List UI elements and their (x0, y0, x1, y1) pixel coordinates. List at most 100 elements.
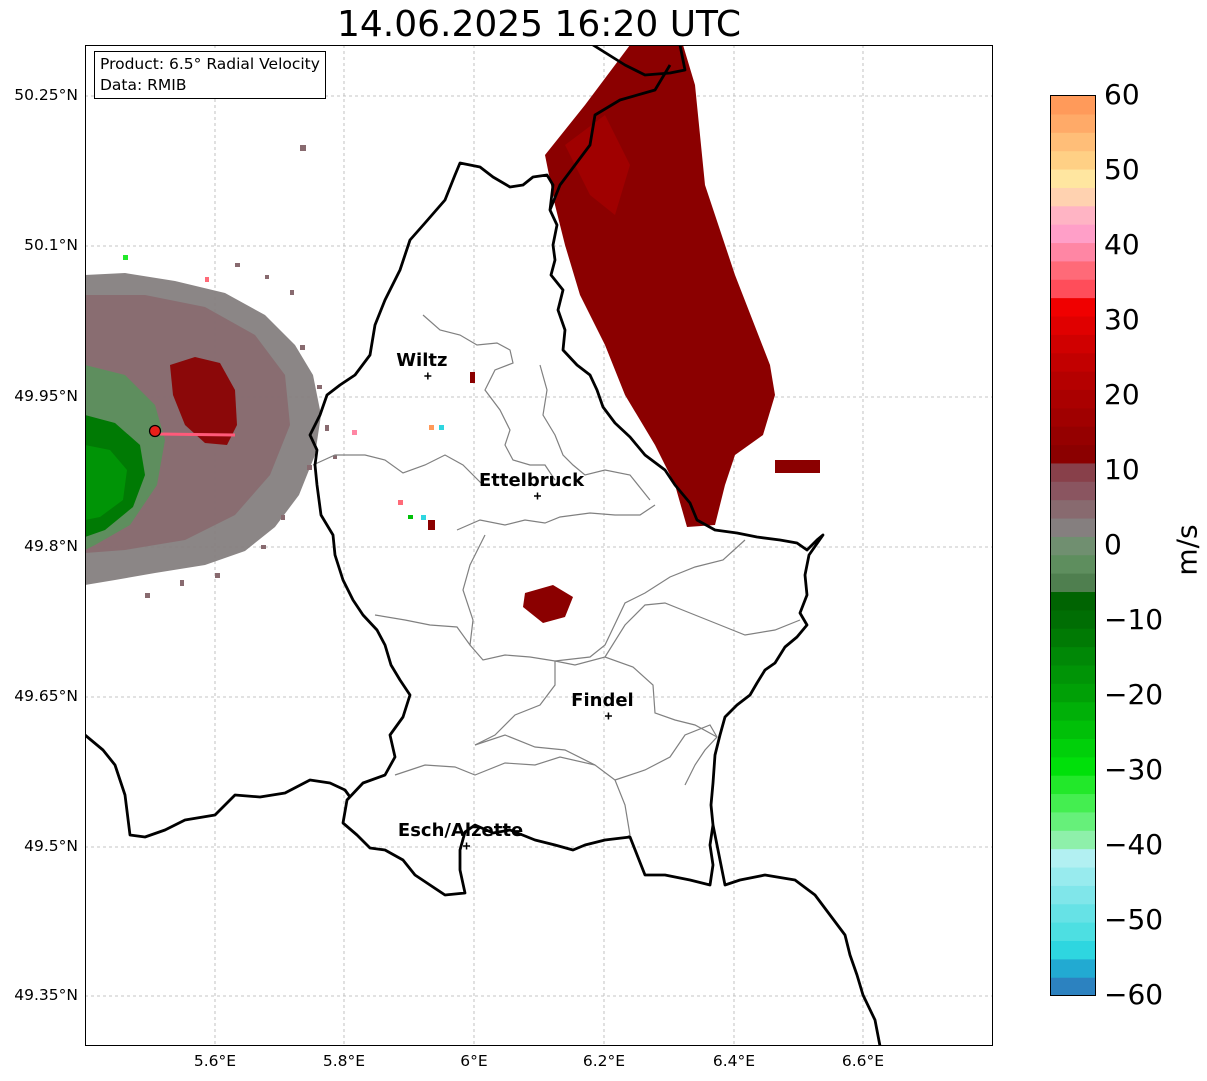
colorbar-swatch (1050, 922, 1096, 941)
colorbar-swatch (1050, 168, 1096, 188)
colorbar-swatch (1050, 536, 1096, 556)
national-borders (85, 45, 882, 1046)
colorbar-tick-label: 20 (1104, 378, 1140, 411)
colorbar-tick-label: 30 (1104, 303, 1140, 336)
colorbar-swatch (1050, 903, 1096, 923)
lon-tick-label: 5.6°E (193, 1052, 237, 1070)
colorbar-swatch (1050, 352, 1096, 372)
colorbar-swatch (1050, 462, 1096, 482)
colorbar-swatch (1050, 315, 1096, 335)
colorbar-swatch (1050, 848, 1096, 868)
colorbar-swatch (1050, 407, 1096, 427)
colorbar-tick-label: 60 (1104, 78, 1140, 111)
colorbar-swatch (1050, 664, 1096, 684)
city-label: Findel (571, 690, 634, 711)
lat-tick-label: 49.95°N (14, 387, 78, 405)
colorbar-swatch (1050, 591, 1096, 611)
city-label: Wiltz (396, 350, 447, 371)
echo-speckles (145, 145, 337, 598)
city-marker (463, 842, 471, 850)
radar-echo-west (85, 145, 475, 598)
echo-east-band (545, 45, 775, 527)
colorbar-swatch (1050, 279, 1096, 299)
lat-tick-label: 49.5°N (24, 837, 78, 855)
city-marker (534, 492, 541, 500)
colorbar-swatch (1050, 113, 1096, 133)
colorbar-swatch (1050, 756, 1096, 776)
city-marker (604, 712, 612, 720)
colorbar-swatch (1050, 150, 1096, 170)
border-france-south (85, 733, 352, 839)
echo-west-red-streak (156, 432, 236, 437)
colorbar-tick-label: −60 (1104, 978, 1164, 1011)
colorbar-swatch (1050, 811, 1096, 831)
city-marker (424, 372, 432, 380)
colorbar-tick-label: −30 (1104, 753, 1164, 786)
colorbar-swatch (1050, 646, 1096, 666)
map-title: 14.06.2025 16:20 UTC (336, 4, 742, 45)
echo-central-cell (523, 585, 573, 623)
colorbar-swatch (1050, 132, 1096, 152)
product-label: Product: 6.5° Radial Velocity (100, 55, 320, 73)
lat-tick-label: 50.25°N (14, 86, 78, 104)
colorbar-swatch (1050, 793, 1096, 813)
colorbar-tick-label: −20 (1104, 678, 1164, 711)
radar-map: Wiltz Ettelbruck Findel Esch/Alzette (85, 45, 993, 1046)
lat-tick-label: 50.1°N (24, 236, 78, 254)
lat-tick-label: 49.8°N (24, 537, 78, 555)
colorbar-swatch (1050, 260, 1096, 280)
colorbar-swatch (1050, 297, 1096, 317)
colorbar-swatch (1050, 371, 1096, 390)
lat-tick-label: 49.35°N (14, 986, 78, 1004)
colorbar-swatch (1050, 224, 1096, 244)
colorbar-tick-label: 0 (1104, 528, 1122, 561)
colorbar-swatch (1050, 958, 1096, 978)
echo-west-brightgreen (85, 445, 127, 520)
echo-west-darkred (170, 357, 237, 445)
colorbar-swatch (1050, 499, 1096, 519)
colorbar-swatch (1050, 517, 1096, 537)
colorbar-tick-label: −50 (1104, 903, 1164, 936)
border-germany-mid (548, 64, 672, 211)
lon-tick-label: 6.4°E (712, 1052, 756, 1070)
radar-site-marker (148, 424, 162, 438)
colorbar-swatch (1050, 242, 1096, 262)
colorbar-swatch (1050, 205, 1096, 225)
data-source-label: Data: RMIB (100, 76, 187, 94)
colorbar-swatch (1050, 95, 1096, 115)
colorbar-swatch (1050, 389, 1096, 409)
product-info-box: Product: 6.5° Radial Velocity Data: RMIB (94, 51, 326, 99)
border-germany-southeast (711, 824, 882, 1046)
colorbar-tick-label: 50 (1104, 153, 1140, 186)
city-label: Ettelbruck (479, 470, 585, 491)
colorbar-tick-label: 10 (1104, 453, 1140, 486)
colorbar-swatch (1050, 866, 1096, 886)
colorbar-swatch (1050, 775, 1096, 795)
city-label: Esch/Alzette (398, 820, 523, 841)
radar-echo-east (545, 45, 820, 527)
colorbar-swatch (1050, 481, 1096, 501)
lat-tick-label: 49.65°N (14, 687, 78, 705)
echo-east-core (565, 115, 630, 215)
lon-tick-label: 6.6°E (841, 1052, 885, 1070)
colorbar-unit-text: m/s (1170, 524, 1204, 576)
colorbar-swatch (1050, 683, 1096, 703)
colorbar-swatch (1050, 554, 1096, 574)
colorbar-tick-label: −40 (1104, 828, 1164, 861)
border-germany-east (592, 45, 687, 77)
colorbar-swatch (1050, 701, 1096, 721)
echo-east-tail (775, 460, 820, 473)
colorbar-tick-label: −10 (1104, 603, 1164, 636)
colorbar-swatch (1050, 977, 1096, 996)
lon-tick-label: 6.2°E (582, 1052, 626, 1070)
colorbar-swatch (1050, 573, 1096, 593)
colorbar-swatch (1050, 628, 1096, 648)
colorbar-unit-label: m/s (1167, 520, 1207, 580)
colorbar-swatch (1050, 444, 1096, 464)
colorbar-swatch (1050, 830, 1096, 850)
colorbar-swatch (1050, 426, 1096, 446)
colorbar-swatch (1050, 885, 1096, 905)
colorbar-swatch (1050, 609, 1096, 629)
echo-speckles-colored (123, 255, 475, 530)
velocity-colorbar (1050, 95, 1096, 996)
